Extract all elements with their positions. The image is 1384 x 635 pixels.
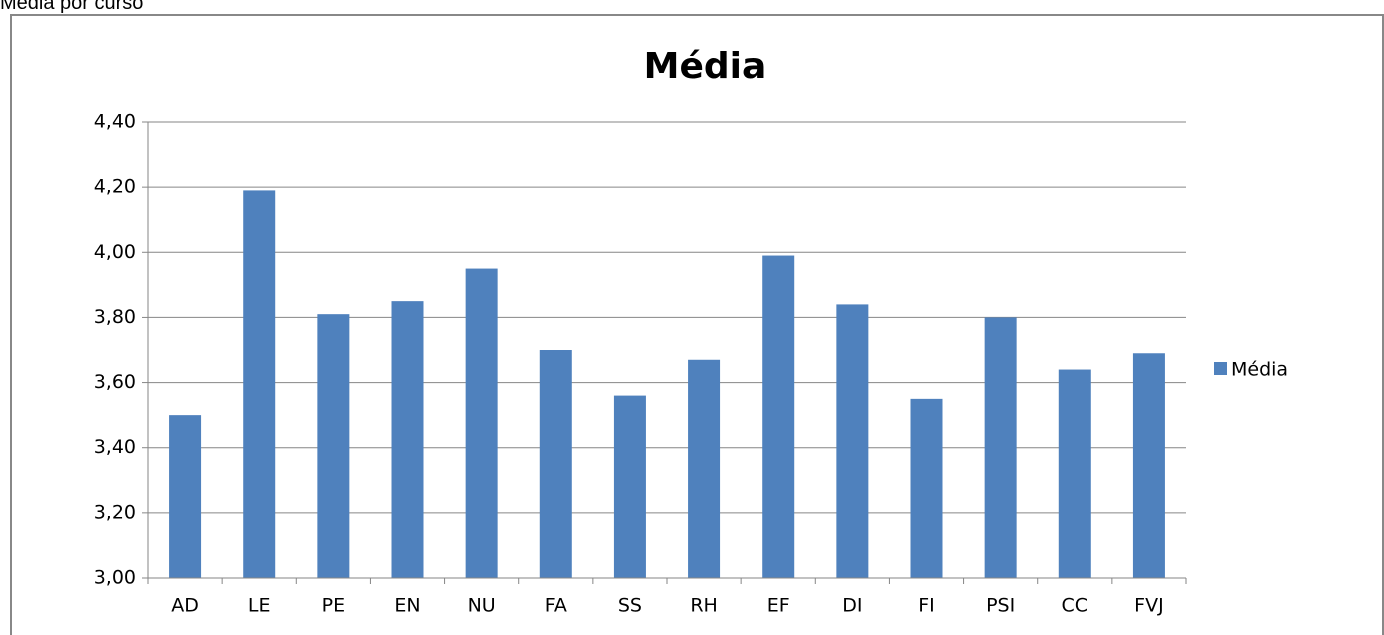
- x-tick-label: PSI: [986, 595, 1015, 617]
- y-tick-label: 4,00: [94, 241, 136, 263]
- bar: [317, 314, 350, 578]
- bar: [539, 350, 572, 578]
- y-tick-label: 3,80: [94, 306, 136, 328]
- bar: [1132, 353, 1165, 578]
- x-tick-label: DI: [842, 595, 862, 617]
- y-tick-label: 3,20: [94, 501, 136, 523]
- y-tick-label: 4,40: [94, 111, 136, 133]
- x-tick-label: FVJ: [1134, 595, 1164, 617]
- bar: [836, 304, 869, 578]
- bar: [243, 190, 276, 578]
- bar: [391, 301, 424, 578]
- x-tick-label: PE: [322, 595, 345, 617]
- x-tick-label: LE: [248, 595, 271, 617]
- y-tick-label: 4,20: [94, 176, 136, 198]
- bar: [169, 415, 202, 578]
- y-tick-label: 3,00: [94, 567, 136, 589]
- bar: [910, 398, 943, 578]
- x-tick-label: AD: [171, 595, 199, 617]
- bar: [465, 268, 498, 578]
- x-tick-label: NU: [468, 595, 496, 617]
- bar: [984, 317, 1017, 578]
- y-tick-label: 3,40: [94, 436, 136, 458]
- bar: [688, 359, 721, 578]
- legend-label: Média: [1231, 359, 1288, 381]
- x-tick-label: RH: [690, 595, 718, 617]
- chart-title: Média: [644, 46, 767, 87]
- bar: [762, 255, 795, 579]
- x-tick-label: SS: [618, 595, 642, 617]
- x-tick-label: FA: [545, 595, 567, 617]
- x-tick-label: CC: [1062, 595, 1089, 617]
- y-tick-label: 3,60: [94, 371, 136, 393]
- legend-swatch: [1214, 362, 1227, 375]
- x-tick-label: FI: [918, 595, 935, 617]
- bar: [1058, 369, 1091, 578]
- x-tick-label: EF: [767, 595, 790, 617]
- bar: [613, 395, 646, 578]
- x-tick-label: EN: [394, 595, 420, 617]
- page-title: Média por curso: [0, 0, 144, 14]
